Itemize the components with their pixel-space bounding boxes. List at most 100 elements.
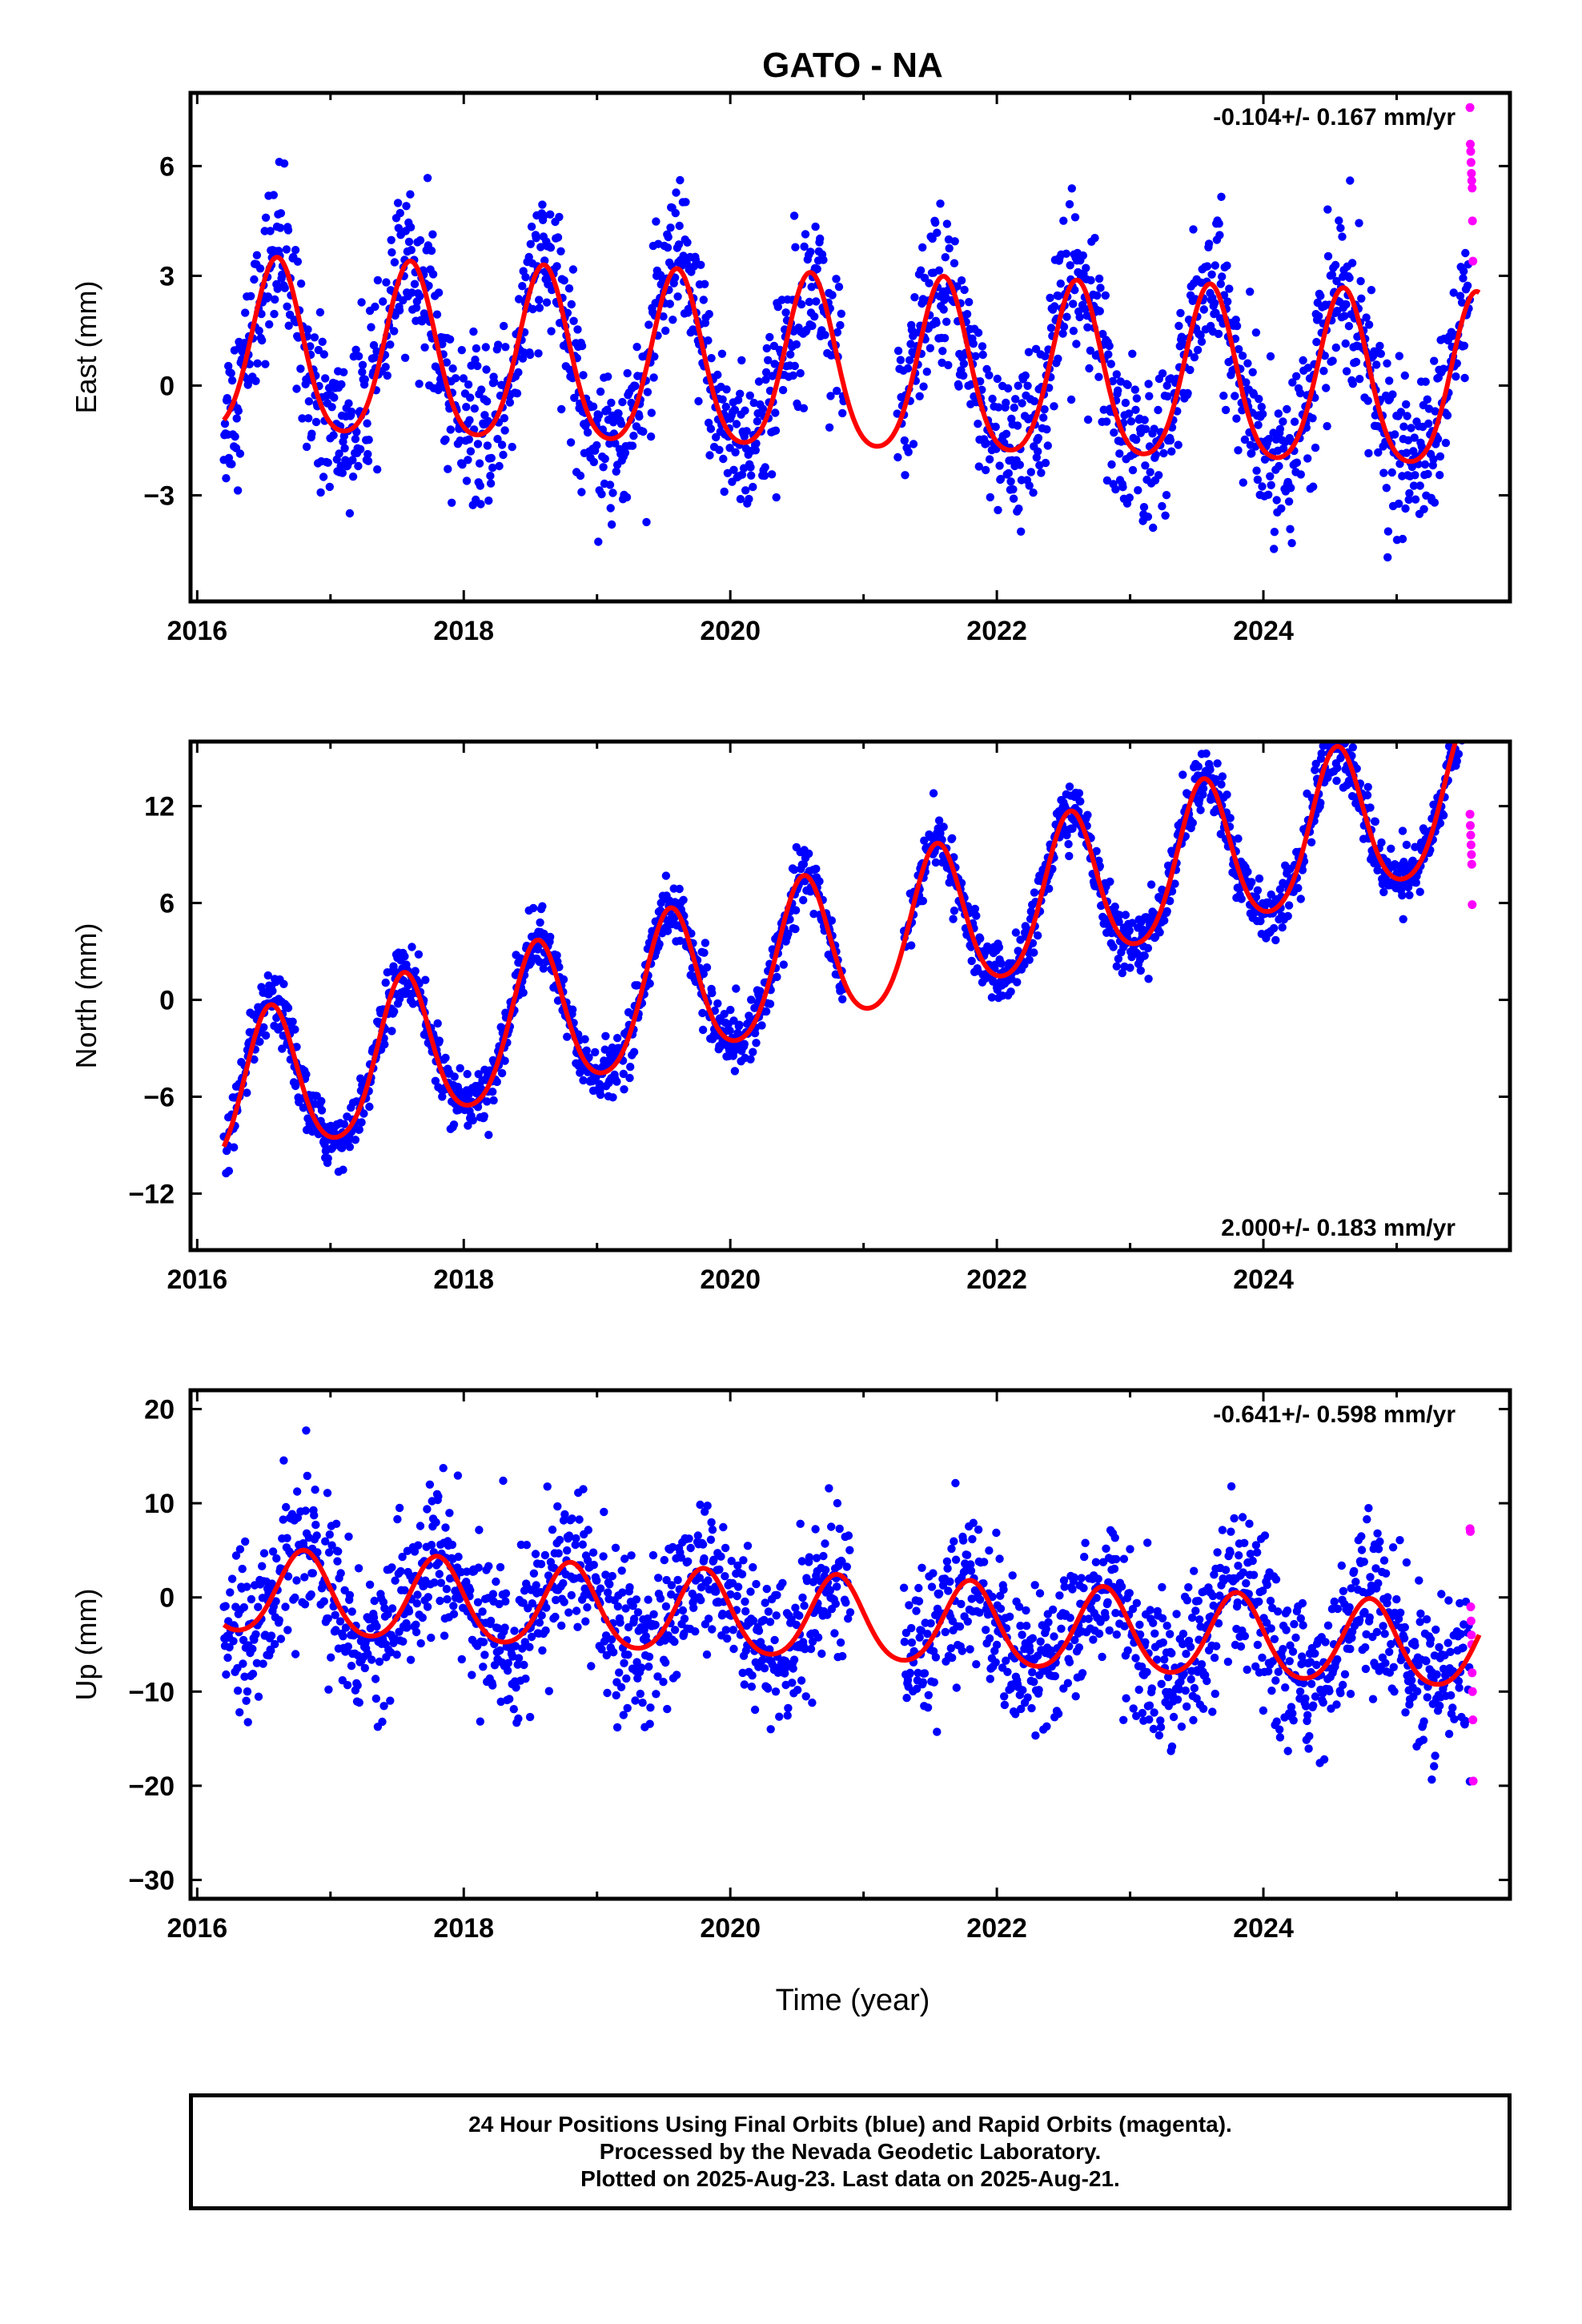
final-orbit-point [790, 361, 799, 371]
final-orbit-point [312, 1531, 321, 1540]
final-orbit-point [702, 1650, 712, 1659]
final-orbit-point [354, 461, 363, 471]
final-orbit-point [529, 903, 538, 913]
final-orbit-point [670, 1626, 680, 1634]
final-orbit-point [235, 1545, 245, 1554]
final-orbit-point [473, 361, 482, 371]
final-orbit-point [402, 202, 411, 211]
final-orbit-point [1046, 293, 1054, 303]
final-orbit-point [323, 458, 332, 467]
final-orbit-point [599, 1552, 608, 1561]
final-orbit-point [571, 1540, 580, 1550]
final-orbit-point [1014, 947, 1022, 955]
final-orbit-point [1387, 468, 1396, 477]
final-orbit-point [748, 1671, 757, 1680]
final-orbit-point [742, 427, 751, 436]
final-orbit-point [743, 1542, 753, 1550]
final-orbit-point [661, 326, 670, 336]
final-orbit-point [1069, 300, 1078, 308]
y-tick-label: 0 [159, 371, 175, 401]
y-tick-label: −12 [128, 1179, 175, 1209]
final-orbit-point [1111, 485, 1120, 494]
final-orbit-point [626, 1063, 635, 1072]
final-orbit-point [1347, 792, 1357, 801]
rapid-orbit-point [1468, 900, 1477, 910]
final-orbit-point [279, 1456, 288, 1465]
final-orbit-point [929, 1569, 938, 1578]
final-orbit-point [486, 479, 496, 488]
final-orbit-point [901, 471, 909, 480]
final-orbit-point [1264, 435, 1274, 444]
final-orbit-point [293, 1514, 303, 1522]
final-orbit-point [1221, 405, 1231, 415]
final-orbit-point [932, 319, 941, 328]
final-orbit-point [754, 377, 764, 386]
final-orbit-point [370, 1596, 379, 1606]
final-orbit-point [291, 1025, 299, 1034]
final-orbit-point [1260, 455, 1270, 464]
final-orbit-point [1223, 297, 1232, 306]
final-orbit-point [736, 495, 745, 504]
final-orbit-point [528, 1599, 536, 1608]
final-orbit-point [1155, 928, 1164, 937]
final-orbit-point [1462, 728, 1470, 736]
final-orbit-point [1099, 405, 1108, 414]
final-orbit-point [729, 465, 738, 474]
x-tick-label: 2016 [167, 616, 228, 646]
final-orbit-point [1271, 435, 1281, 444]
final-orbit-point [266, 227, 275, 235]
final-orbit-point [1460, 373, 1469, 383]
final-orbit-point [624, 1651, 632, 1659]
final-orbit-point [730, 405, 740, 415]
final-orbit-point [765, 999, 775, 1008]
final-orbit-point [772, 493, 781, 502]
final-orbit-point [327, 1541, 336, 1550]
final-orbit-point [1106, 877, 1114, 887]
final-orbit-point [525, 1712, 535, 1722]
final-orbit-point [602, 1651, 611, 1660]
final-orbit-point [527, 222, 536, 231]
final-orbit-point [811, 222, 820, 231]
final-orbit-point [1336, 223, 1345, 232]
final-orbit-point [233, 1687, 243, 1695]
final-orbit-point [490, 377, 499, 387]
final-orbit-point [1128, 465, 1138, 475]
final-orbit-point [296, 364, 305, 373]
final-orbit-point [1394, 499, 1403, 509]
final-orbit-point [1144, 380, 1153, 388]
final-orbit-point [997, 959, 1006, 968]
final-orbit-point [390, 1007, 399, 1016]
final-orbit-point [331, 1610, 339, 1620]
final-orbit-point [1118, 968, 1127, 978]
final-orbit-point [372, 347, 381, 356]
final-orbit-point [235, 449, 245, 458]
final-orbit-point [1108, 376, 1118, 386]
final-orbit-point [1400, 371, 1410, 380]
final-orbit-point [1463, 281, 1472, 290]
y-tick-label: −3 [143, 481, 175, 512]
final-orbit-point [1067, 184, 1077, 193]
final-orbit-point [683, 238, 692, 247]
final-orbit-point [1457, 298, 1467, 307]
final-orbit-point [746, 1055, 755, 1064]
final-orbit-point [436, 1596, 444, 1606]
final-orbit-point [622, 493, 632, 502]
final-orbit-point [1431, 407, 1439, 416]
final-orbit-point [733, 1582, 743, 1591]
final-orbit-point [255, 326, 263, 336]
final-orbit-point [1218, 272, 1227, 281]
final-orbit-point [994, 403, 1003, 412]
final-orbit-point [1015, 460, 1025, 469]
final-orbit-point [651, 1620, 660, 1630]
final-orbit-point [1246, 287, 1255, 296]
final-orbit-point [521, 1675, 530, 1683]
final-orbit-point [406, 1655, 416, 1664]
final-orbit-point [740, 1680, 749, 1689]
final-orbit-point [514, 1654, 524, 1663]
final-orbit-point [1259, 409, 1267, 419]
final-orbit-point [605, 1580, 614, 1589]
final-orbit-point [941, 1627, 950, 1637]
final-orbit-point [1234, 834, 1243, 843]
final-orbit-point [1178, 333, 1187, 343]
